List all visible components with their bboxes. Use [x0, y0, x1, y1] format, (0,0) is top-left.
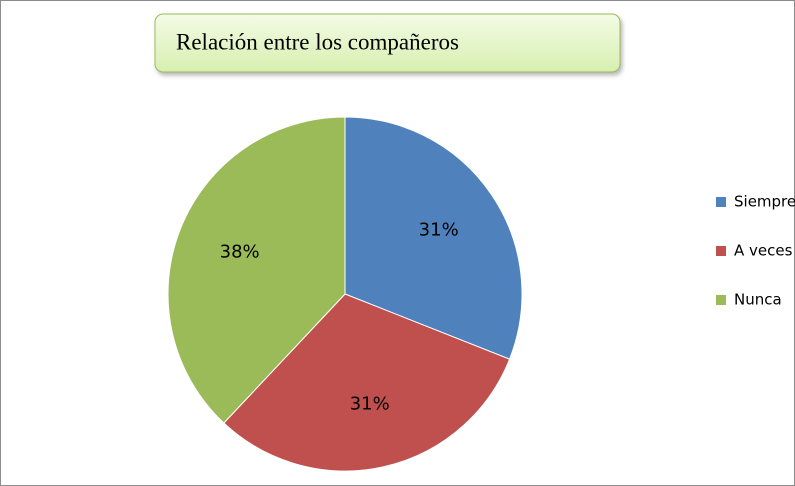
pie-slice — [223, 293, 511, 472]
legend-label: Siempre — [734, 193, 795, 211]
legend-swatch — [716, 295, 726, 305]
legend-label: A veces — [734, 242, 793, 260]
legend-swatch — [716, 246, 726, 256]
chart-title: Relación entre los compañeros — [176, 29, 459, 54]
pie-slice — [344, 116, 523, 360]
data-label: 38% — [220, 241, 260, 262]
legend: Siempre A veces Nunca — [716, 193, 795, 309]
legend-swatch — [716, 197, 726, 207]
data-label: 31% — [350, 394, 390, 415]
data-label: 31% — [419, 219, 459, 240]
legend-label: Nunca — [734, 291, 782, 309]
title-box — [154, 13, 621, 73]
pie-slice — [167, 116, 346, 424]
pie: 31% 31% 38% — [167, 116, 523, 472]
